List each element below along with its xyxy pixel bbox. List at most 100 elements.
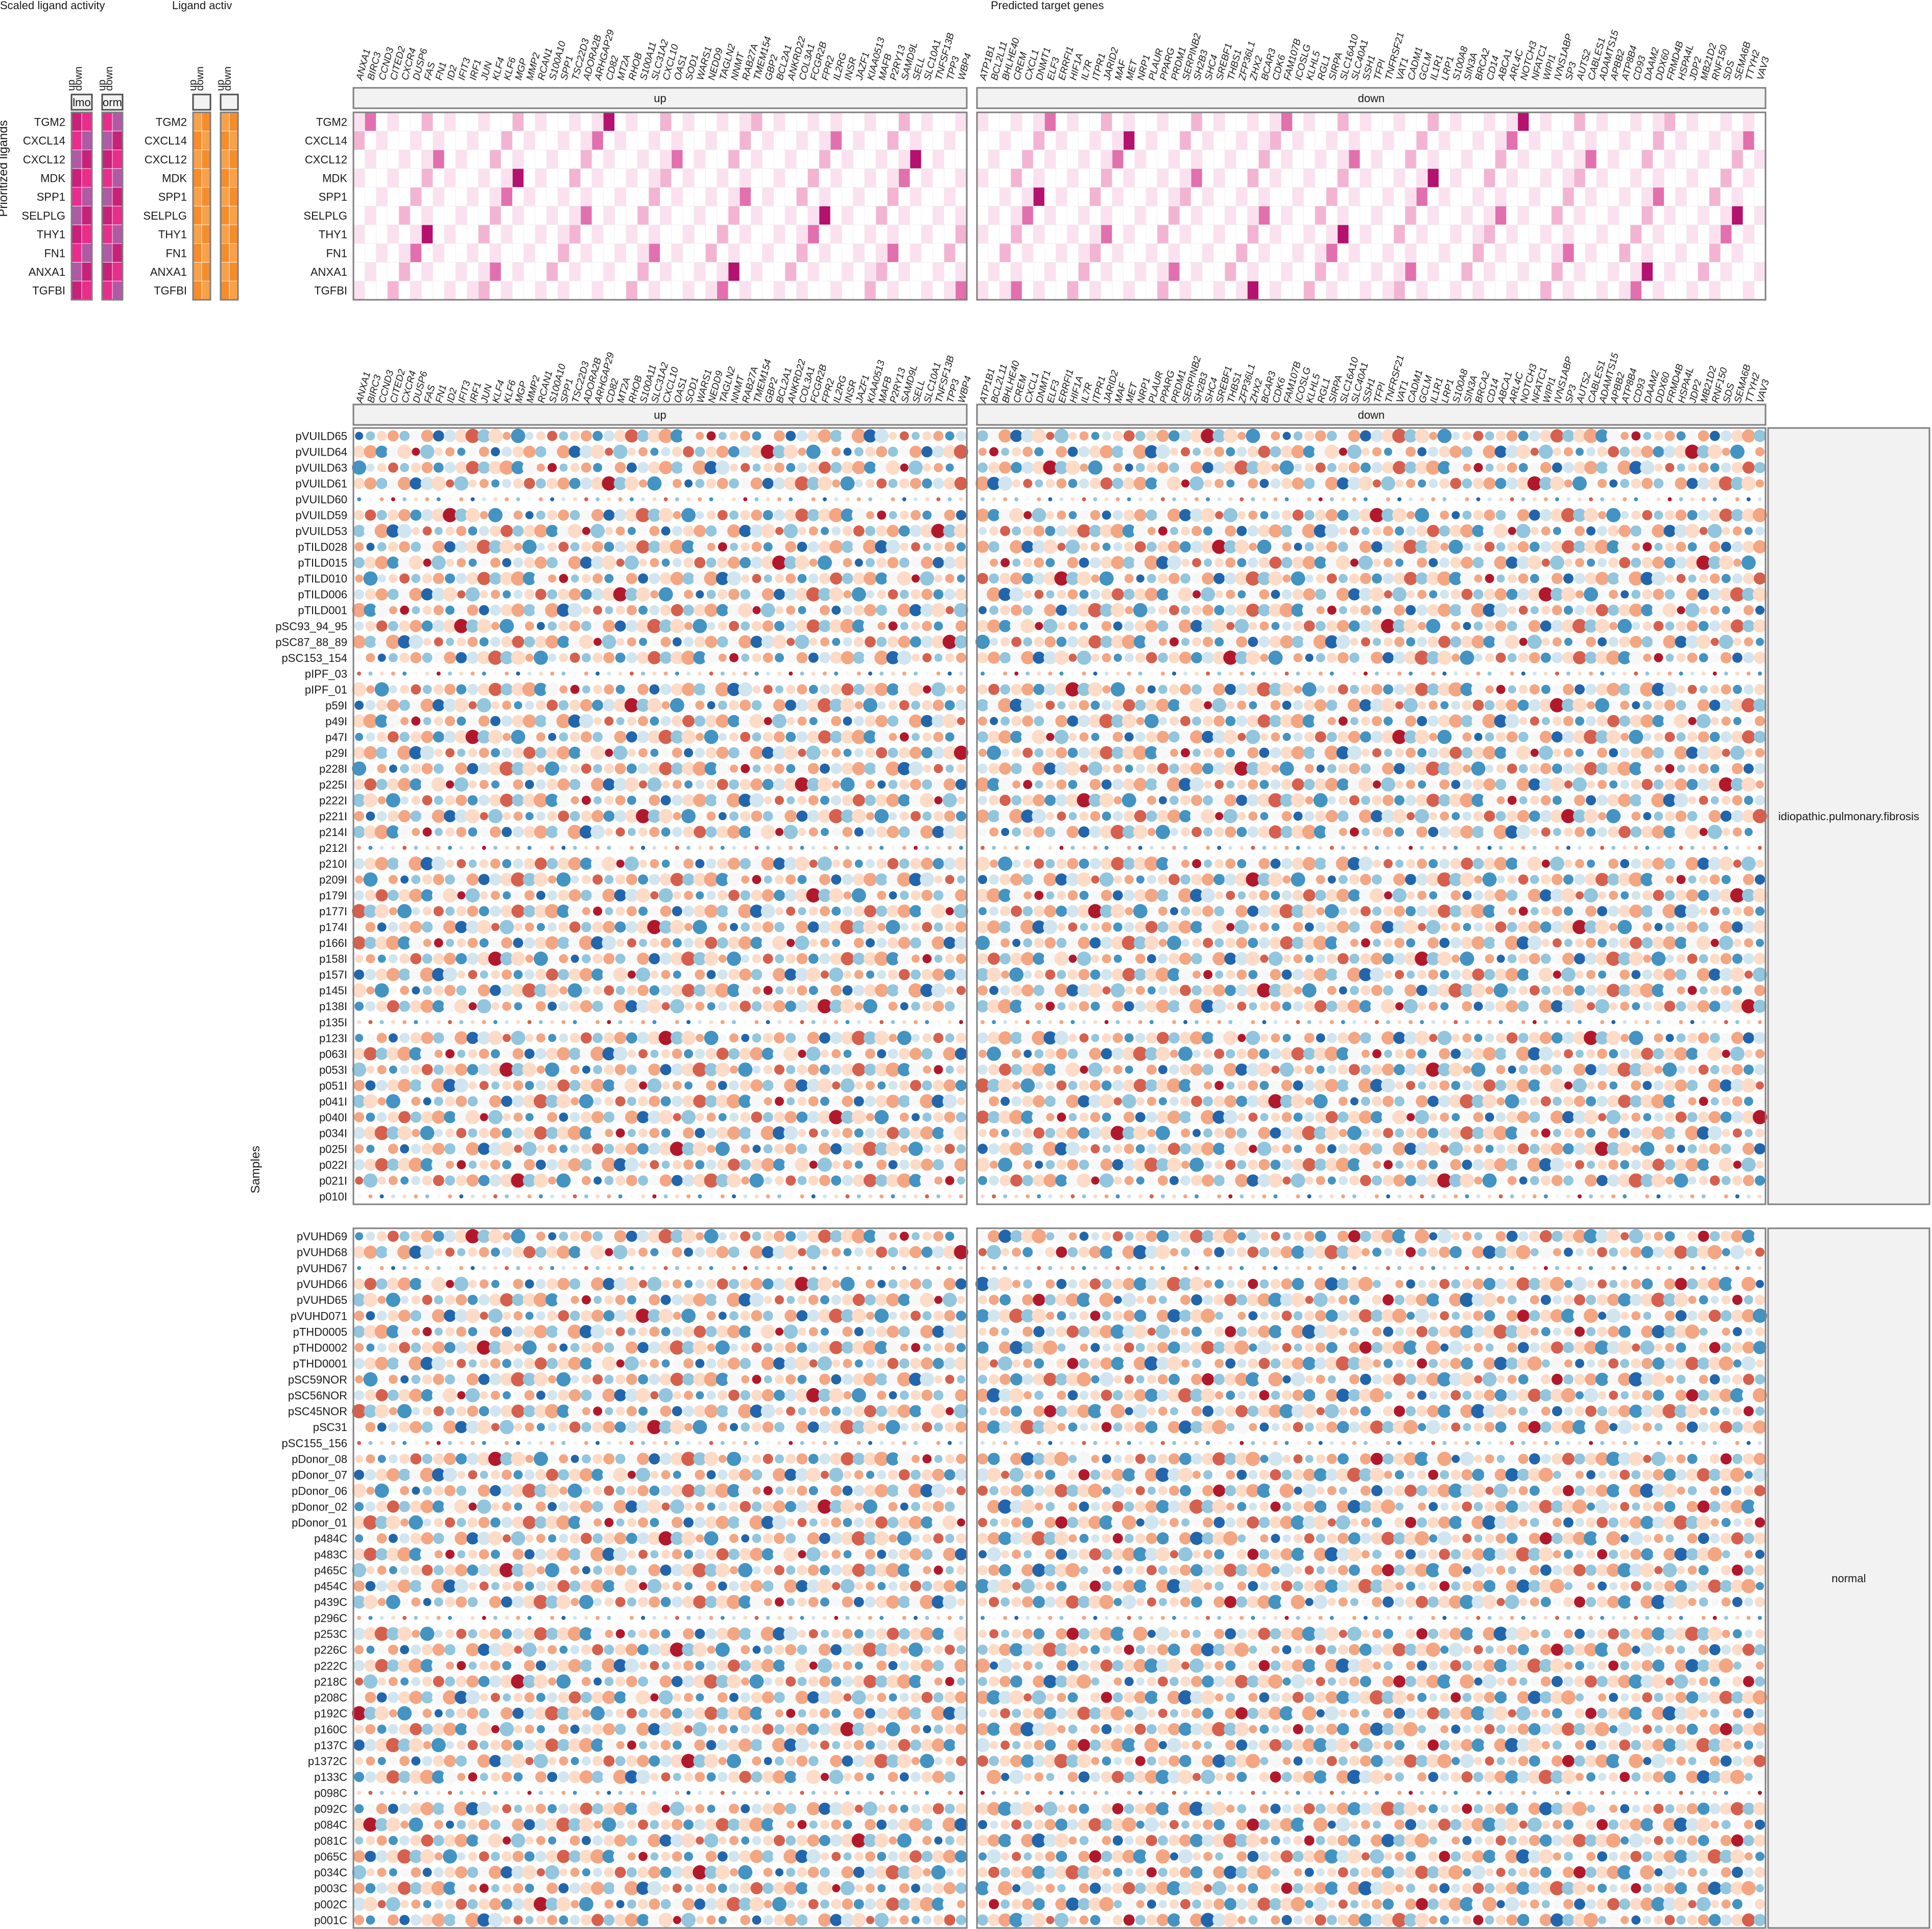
- target-heatmap-cell: [1630, 149, 1642, 169]
- target-heatmap-cell: [682, 243, 695, 263]
- target-heatmap-cell: [1472, 131, 1484, 150]
- expression-dot: [398, 556, 412, 569]
- expression-dot: [1461, 635, 1473, 648]
- expression-dot: [1057, 510, 1066, 520]
- expression-dot: [998, 889, 1012, 902]
- expression-dot: [580, 731, 592, 743]
- expression-dot: [818, 730, 831, 744]
- expression-dot: [705, 715, 718, 727]
- expression-dot: [761, 588, 774, 601]
- expression-dot: [1677, 463, 1685, 472]
- expression-dot: [740, 589, 751, 600]
- expression-dot: [1618, 793, 1632, 807]
- expression-dot: [580, 778, 592, 791]
- expression-dot: [1431, 497, 1436, 502]
- expression-dot: [1707, 825, 1722, 840]
- expression-dot: [1100, 477, 1113, 490]
- expression-dot: [830, 651, 843, 664]
- target-heatmap-cell: [1393, 280, 1405, 300]
- expression-dot: [613, 444, 628, 459]
- ligand-activity-cell: [229, 262, 238, 281]
- expression-dot: [715, 682, 730, 697]
- expression-dot: [987, 587, 1001, 602]
- expression-dot: [1516, 556, 1530, 569]
- expression-dot: [1358, 809, 1372, 823]
- expression-dot: [1348, 763, 1360, 774]
- target-heatmap-cell: [1112, 187, 1124, 206]
- expression-dot: [868, 497, 872, 502]
- expression-dot: [558, 700, 569, 710]
- expression-dot: [1641, 604, 1654, 616]
- expression-dot: [489, 540, 503, 554]
- expression-dot: [1223, 428, 1238, 443]
- expression-dot: [743, 846, 748, 850]
- expression-dot: [559, 764, 568, 773]
- expression-dot: [456, 684, 467, 695]
- expression-dot: [1335, 634, 1350, 649]
- expression-dot: [1127, 671, 1131, 676]
- expression-dot: [1707, 745, 1722, 760]
- expression-dot: [536, 463, 545, 472]
- expression-dot: [1493, 603, 1508, 617]
- expression-dot: [1123, 509, 1135, 521]
- expression-dot: [1138, 846, 1142, 850]
- expression-dot: [1529, 763, 1540, 774]
- target-heatmap-cell: [1472, 187, 1484, 206]
- expression-dot: [1078, 747, 1090, 758]
- target-heatmap-cell: [1754, 243, 1766, 263]
- expression-dot: [1384, 716, 1393, 726]
- expression-dot: [1417, 748, 1427, 757]
- expression-dot: [1348, 462, 1360, 473]
- expression-dot: [545, 682, 560, 697]
- target-heatmap-cell: [1235, 262, 1248, 281]
- expression-dot: [998, 777, 1013, 792]
- expression-dot: [1607, 794, 1620, 806]
- target-heatmap-cell: [637, 168, 649, 188]
- target-heatmap-cell: [717, 131, 729, 150]
- expression-dot: [1014, 671, 1019, 676]
- target-heatmap-cell: [1540, 112, 1552, 132]
- expression-dot: [1755, 827, 1764, 837]
- expression-dot: [1170, 795, 1179, 805]
- expression-dot: [550, 671, 555, 676]
- expression-dot: [1156, 810, 1169, 822]
- target-heatmap-cell: [1168, 149, 1180, 169]
- expression-dot: [638, 605, 648, 615]
- expression-dot: [480, 812, 488, 820]
- expression-dot: [1495, 431, 1506, 441]
- expression-dot: [1620, 812, 1629, 820]
- target-heatmap-cell: [1292, 168, 1304, 188]
- expression-dot: [1596, 762, 1609, 775]
- expression-dot: [1483, 477, 1496, 490]
- expression-dot: [696, 511, 704, 519]
- target-heatmap-cell: [717, 280, 729, 300]
- expression-dot: [1629, 729, 1643, 744]
- target-heatmap-cell: [433, 224, 445, 244]
- expression-dot: [1056, 525, 1067, 537]
- expression-dot: [933, 699, 944, 711]
- expression-dot: [1429, 590, 1438, 599]
- expression-dot: [1236, 446, 1247, 457]
- expression-dot: [568, 635, 582, 649]
- expression-dot: [671, 794, 683, 806]
- target-heatmap-cell: [762, 206, 774, 225]
- expression-dot: [1721, 541, 1731, 552]
- target-heatmap-cell: [1021, 149, 1034, 169]
- expression-dot: [1056, 446, 1067, 458]
- target-heatmap-cell: [1190, 206, 1203, 225]
- target-heatmap-cell: [1270, 224, 1281, 244]
- expression-dot: [386, 445, 400, 459]
- expression-dot: [1732, 605, 1742, 615]
- expression-dot: [889, 732, 897, 741]
- expression-dot: [1428, 859, 1438, 869]
- target-heatmap-cell: [626, 187, 638, 206]
- expression-dot: [1234, 539, 1249, 554]
- expression-dot: [683, 446, 695, 458]
- expression-dot: [1113, 653, 1122, 662]
- target-heatmap-cell: [1055, 187, 1067, 206]
- target-heatmap-cell: [353, 280, 365, 300]
- target-heatmap-cell: [1270, 243, 1281, 263]
- expression-dot: [1651, 793, 1666, 807]
- target-heatmap-cell: [569, 112, 581, 132]
- target-heatmap-cell: [1337, 168, 1349, 188]
